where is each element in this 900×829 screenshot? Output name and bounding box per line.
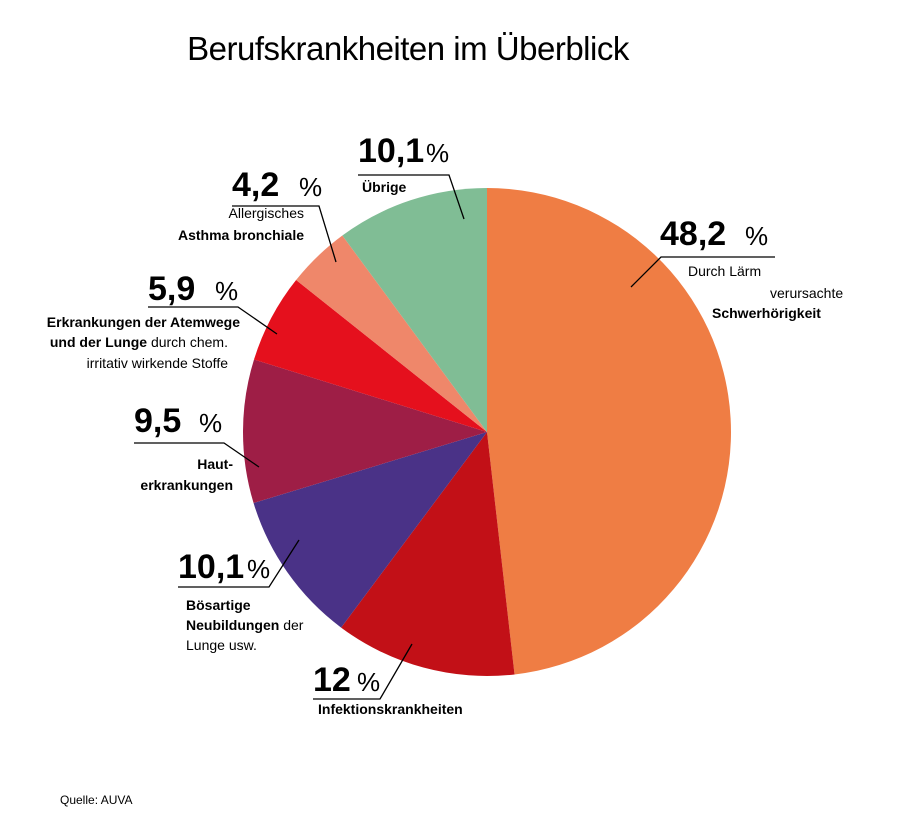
pie-slice-5	[254, 280, 487, 432]
slice-unit-label-4: %	[199, 408, 222, 438]
slice-category-label-1-line-1: Durch Lärm	[688, 263, 761, 279]
slice-category-label-1-line-3: Schwerhörigkeit	[712, 305, 821, 321]
slice-category-label-5-line-2: und der Lunge durch chem.	[50, 334, 228, 350]
pie-slice-3	[253, 432, 487, 628]
slice-unit-label-7: %	[426, 138, 449, 168]
slice-category-label-3-line-1: Bösartige	[186, 597, 251, 613]
slice-category-label-4-line-1: Haut-	[197, 456, 233, 472]
chart-title: Berufskrankheiten im Überblick	[187, 30, 630, 67]
slice-category-label-3-line-2: Neubildungen der	[186, 617, 304, 633]
slice-value-label-1: 48,2	[660, 215, 726, 253]
source-note: Quelle: AUVA	[60, 793, 132, 807]
slice-unit-label-1: %	[745, 221, 768, 251]
slice-labels: 48,2 % Durch Lärm verursachte Schwerhörigkei…	[47, 132, 844, 717]
slice-value-label-2: 12	[313, 661, 351, 699]
pie-slice-7	[342, 188, 487, 432]
pie-slice-4	[242, 359, 487, 504]
slice-category-label-7-line-1: Übrige	[362, 179, 407, 195]
slice-category-label-4-line-2: erkrankungen	[140, 477, 233, 493]
leader-lines	[134, 174, 775, 700]
slice-value-label-6: 4,2	[232, 166, 279, 204]
leader-line-6	[232, 205, 337, 263]
slice-unit-label-2: %	[357, 667, 380, 697]
slice-unit-label-6: %	[299, 172, 322, 202]
leader-line-3	[178, 539, 300, 588]
slice-value-label-3: 10,1	[178, 548, 244, 586]
slice-category-label-6-line-1: Allergisches	[229, 205, 304, 221]
leader-line-5	[148, 306, 278, 335]
leader-line-2	[313, 643, 413, 700]
pie-slices	[242, 188, 731, 676]
slice-value-label-7: 10,1	[358, 132, 424, 170]
pie-slice-6	[296, 235, 487, 432]
slice-value-label-4: 9,5	[134, 402, 181, 440]
slice-value-label-5: 5,9	[148, 270, 195, 308]
slice-unit-label-3: %	[247, 554, 270, 584]
slice-category-label-2-line-1: Infektionskrankheiten	[318, 701, 463, 717]
pie-slice-2	[341, 432, 515, 676]
slice-category-label-6-line-2: Asthma bronchiale	[178, 227, 304, 243]
slice-category-label-1-line-2: verursachte	[770, 285, 843, 301]
leader-line-7	[358, 174, 465, 220]
slice-category-label-3-line-3: Lunge usw.	[186, 637, 257, 653]
pie-slice-1	[487, 188, 731, 675]
slice-category-label-5-line-1: Erkrankungen der Atemwege	[47, 314, 240, 330]
slice-unit-label-5: %	[215, 276, 238, 306]
leader-line-4	[134, 442, 260, 468]
slice-category-label-5-line-3: irritativ wirkende Stoffe	[87, 355, 229, 371]
leader-line-1	[630, 256, 775, 288]
